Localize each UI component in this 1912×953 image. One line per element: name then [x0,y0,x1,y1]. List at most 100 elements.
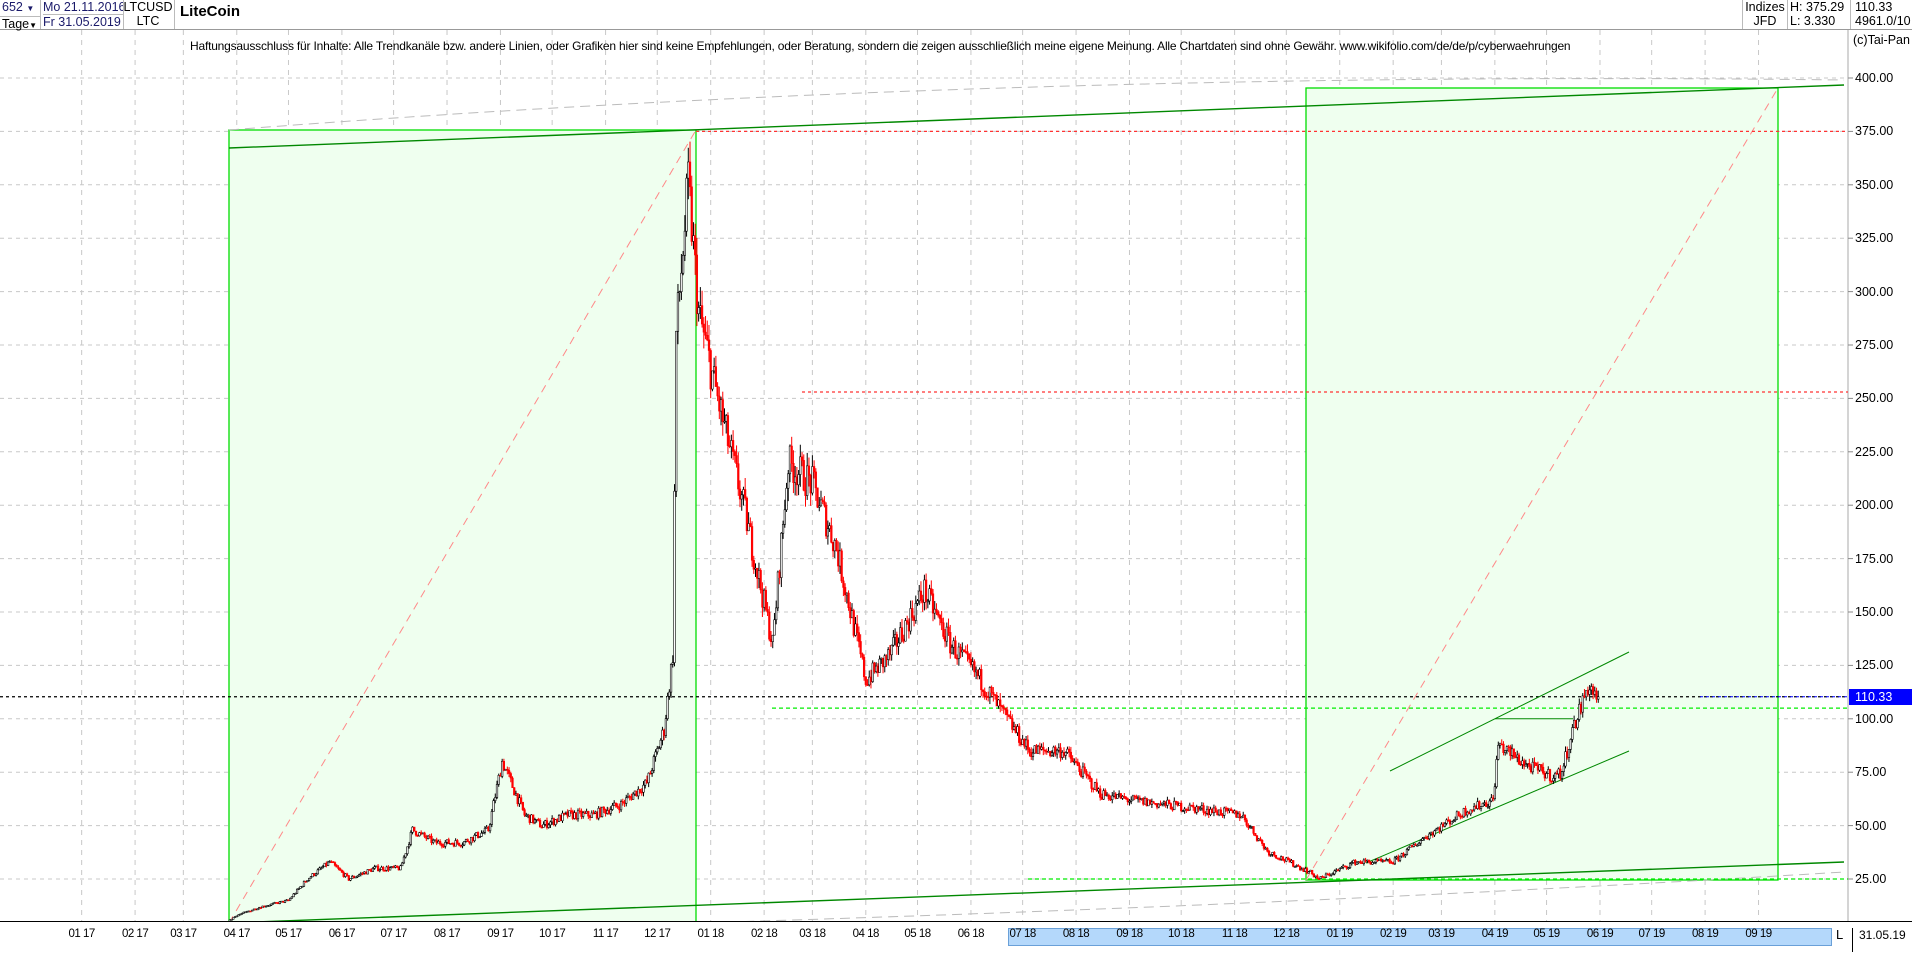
period-dropdown[interactable]: Tage▼ [0,16,40,33]
candle-body [866,684,869,686]
count-dropdown[interactable]: 652 ▼ [2,0,35,14]
candle-body [1307,871,1310,874]
candle-body [687,161,690,179]
candle-body [1510,748,1514,756]
candle-body [259,907,262,909]
last-price-label: 110.33 [1849,688,1912,705]
candle-body [1002,706,1005,709]
candle-body [476,832,480,838]
candle-body [673,490,676,663]
candle-body [309,876,312,879]
candle-body [740,494,743,500]
candle-body [1448,820,1452,825]
candle-body [813,466,816,473]
candle-body [1335,869,1338,872]
candle-body [552,818,555,825]
candle-body [420,832,423,834]
candle-body [961,649,964,653]
candle-body [1074,761,1078,763]
candle-body [935,608,938,613]
candle-body [1383,860,1386,862]
candle-body [1481,802,1484,807]
scale-mode-button[interactable]: L [1836,927,1844,942]
candle-body [1485,802,1488,807]
candle-body [1583,695,1586,698]
candle-body [311,873,314,878]
last-cell: 110.33 4961.0/10 [1851,0,1912,29]
candle-body [232,917,235,920]
candle-body [413,826,416,832]
candle-body [228,919,231,921]
candle-body [1087,774,1090,777]
candle-body [495,784,499,798]
candle-body [1171,808,1174,811]
candle-body [1031,752,1035,757]
x-tick-label: 08 18 [1062,928,1090,940]
time-scrollbar[interactable] [1008,928,1832,946]
candle-body [619,801,623,811]
candle-body [1579,703,1583,713]
candle-body [337,866,340,869]
candle-body [1500,743,1503,746]
candle-body [825,505,828,537]
candle-body [1497,745,1500,760]
y-tick-label: 325.00 [1855,231,1894,246]
candle-body [1123,796,1126,798]
candle-body [397,867,400,871]
candle-body [454,840,457,847]
start-date[interactable]: Mo 21.11.2016 [43,0,124,14]
candle-body [271,902,275,905]
candle-body [1155,803,1159,808]
candle-body [1398,855,1402,861]
candle-body [814,471,817,489]
candle-body [854,623,857,636]
candle-body [1212,807,1216,814]
candle-body [862,656,866,678]
candle-body [800,456,804,461]
y-tick-label: 300.00 [1855,284,1894,299]
candle-body [1135,796,1138,799]
candle-body [376,865,380,871]
candle-body [514,793,518,796]
candle-body [263,905,266,908]
candle-body [940,618,943,624]
candle-body [997,699,1000,707]
candle-body [1540,764,1543,768]
candle-body [244,911,247,914]
candle-body [566,811,569,817]
candle-body [1006,709,1009,716]
channel-upper-line [1389,651,1630,772]
candle-body [497,775,500,785]
candle-body [1347,867,1350,869]
candle-body [785,487,788,511]
candle-body [1161,802,1164,805]
candle-body [644,779,647,786]
price-chart[interactable] [0,30,1912,921]
candle-body [440,843,443,847]
candle-body [1014,726,1017,733]
candle-body [1376,859,1379,862]
candle-body [723,420,726,423]
candle-body [1476,801,1479,809]
candle-body [875,665,878,672]
candle-body [383,869,387,872]
candle-body [235,915,238,918]
candle-body [1450,820,1453,825]
candle-body [959,646,962,653]
candle-body [744,489,747,499]
candle-body [1330,873,1333,876]
candle-body [1404,854,1407,857]
candle-body [1461,815,1464,818]
candle-body [349,878,352,881]
candle-body [704,331,707,336]
candle-body [1038,745,1041,750]
candle-body [347,875,350,881]
candle-body [435,839,438,844]
candle-body [909,608,912,632]
candle-body [344,873,347,877]
candle-body [1554,773,1557,779]
candle-body [1107,794,1110,800]
end-date[interactable]: Fr 31.05.2019 [43,14,123,29]
candle-body [1424,837,1428,839]
candle-body [1226,807,1229,811]
